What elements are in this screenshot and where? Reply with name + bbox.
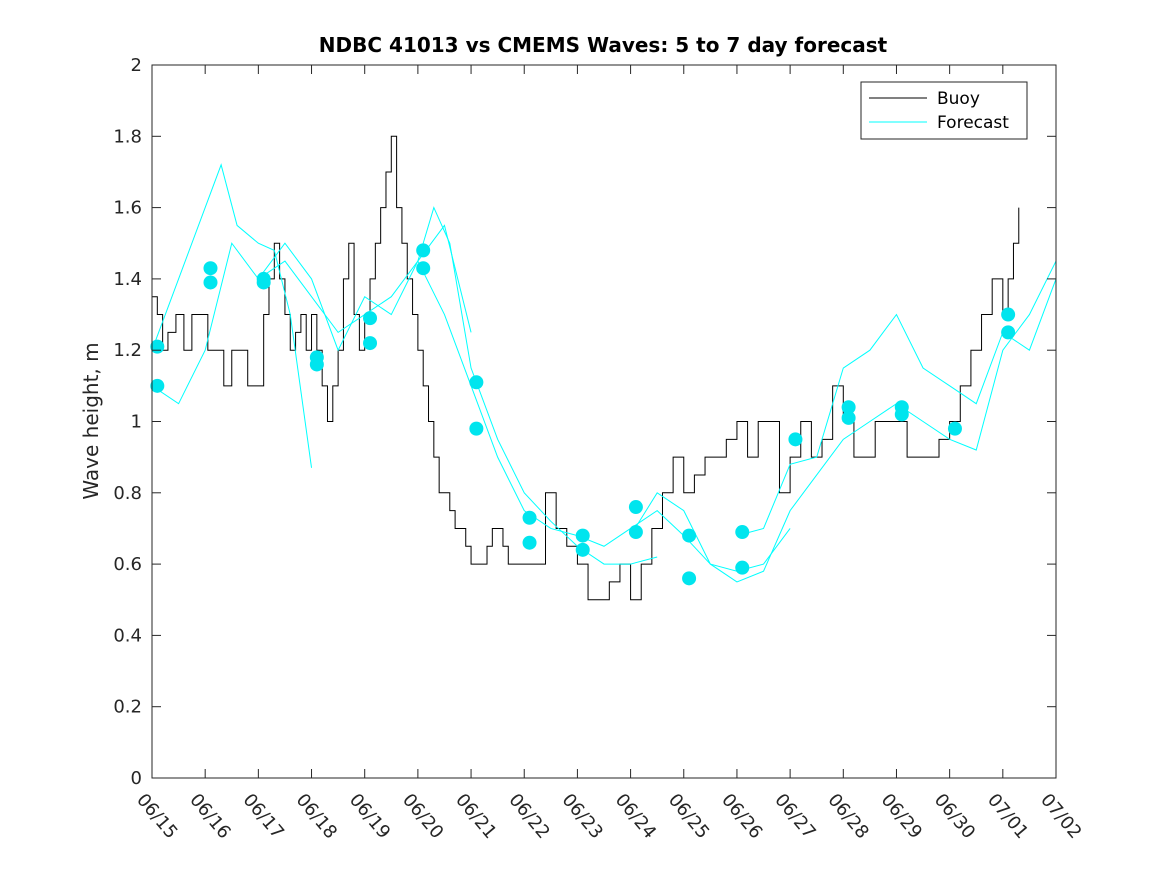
y-axis: 0 0.2 0.4 0.6 0.8 1 1.2 1.4 1.6 1.8 2 (113, 55, 1056, 789)
forecast-marker (522, 510, 537, 525)
y-tick-label: 1 (131, 412, 142, 433)
forecast-marker (841, 410, 856, 425)
legend-label-buoy: Buoy (937, 89, 980, 109)
x-tick-label: 06/21 (451, 790, 500, 843)
x-tick-label: 06/28 (823, 790, 872, 843)
legend-box (860, 81, 1028, 140)
forecast-marker (894, 400, 909, 415)
forecast-marker (628, 500, 643, 515)
forecast-marker (735, 560, 750, 575)
y-tick-label: 1.8 (113, 126, 142, 147)
forecast-marker (416, 243, 431, 258)
forecast-marker (363, 336, 378, 351)
forecast-marker (575, 542, 590, 557)
y-tick-label: 0.4 (113, 625, 142, 646)
forecast-series-line (417, 260, 791, 572)
x-tick-label: 06/20 (398, 790, 447, 843)
forecast-marker (735, 525, 750, 540)
forecast-marker (628, 525, 643, 540)
forecast-marker (256, 271, 271, 286)
forecast-marker (1001, 325, 1016, 340)
x-tick-label: 06/24 (611, 790, 660, 843)
plot-background (152, 65, 1056, 778)
y-tick-label: 2 (131, 55, 142, 76)
forecast-marker (682, 571, 697, 586)
x-tick-label: 06/26 (717, 790, 766, 843)
forecast-marker (522, 535, 537, 550)
legend-label-forecast: Forecast (937, 113, 1009, 133)
y-tick-label: 1.4 (113, 269, 142, 290)
marker-layer (150, 243, 1016, 586)
x-tick-label: 07/01 (983, 790, 1032, 843)
chart-title: NDBC 41013 vs CMEMS Waves: 5 to 7 day fo… (319, 33, 888, 57)
forecast-marker (150, 378, 165, 393)
x-tick-label: 06/30 (930, 790, 979, 843)
y-tick-label: 0.6 (113, 554, 142, 575)
x-tick-label: 06/16 (185, 790, 234, 843)
forecast-series-line (630, 260, 1057, 583)
x-tick-label: 06/22 (504, 790, 553, 843)
forecast-marker (682, 528, 697, 543)
forecast-series-line (151, 163, 313, 468)
forecast-marker (469, 375, 484, 390)
plot-area (150, 64, 1057, 779)
x-tick-label: 06/27 (770, 790, 819, 843)
forecast-marker (469, 421, 484, 436)
x-tick-label: 06/29 (877, 790, 926, 843)
x-tick-label: 07/02 (1036, 790, 1085, 843)
legend: Buoy Forecast (860, 81, 1028, 140)
forecast-marker (1001, 307, 1016, 322)
x-tick-label: 06/23 (558, 790, 607, 843)
forecast-marker (363, 311, 378, 326)
x-tick-label: 06/15 (132, 790, 181, 843)
series-layer (151, 135, 1057, 601)
x-tick-label: 06/19 (345, 790, 394, 843)
forecast-marker (309, 350, 324, 365)
forecast-marker (575, 528, 590, 543)
x-tick-label: 06/18 (292, 790, 341, 843)
buoy-series-line (152, 135, 1020, 601)
forecast-marker (788, 432, 803, 447)
forecast-marker (203, 261, 218, 276)
y-axis-label: Wave height, m (79, 342, 103, 499)
y-tick-label: 1.2 (113, 340, 142, 361)
forecast-marker (203, 275, 218, 290)
forecast-marker (841, 400, 856, 415)
forecast-marker (947, 421, 962, 436)
x-tick-label: 06/25 (664, 790, 713, 843)
y-tick-label: 0.8 (113, 483, 142, 504)
y-tick-label: 0 (131, 768, 142, 789)
forecast-marker (416, 261, 431, 276)
y-tick-label: 0.2 (113, 697, 142, 718)
y-tick-label: 1.6 (113, 198, 142, 219)
x-tick-label: 06/17 (239, 790, 288, 843)
